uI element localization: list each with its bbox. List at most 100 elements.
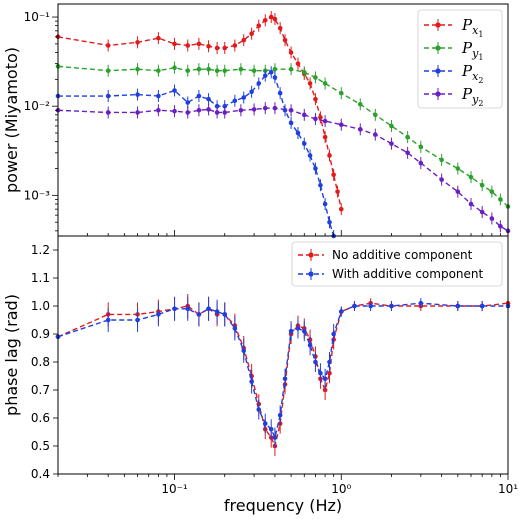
y-tick-label: 0.4 (31, 467, 50, 481)
data-point (272, 435, 278, 440)
data-point (301, 328, 307, 334)
data-point (277, 25, 283, 31)
top-ticks: 10⁻³ 10⁻² 10⁻¹ (24, 10, 509, 236)
y-tick-label: 1.1 (31, 271, 50, 285)
y-tick-label: 1.2 (31, 243, 50, 257)
data-point (322, 201, 328, 207)
data-point (368, 303, 373, 309)
data-point (214, 309, 220, 314)
y-tick-label: 0.7 (31, 383, 50, 397)
data-point (479, 209, 485, 215)
data-point (498, 197, 503, 202)
data-point (313, 166, 318, 171)
data-point (262, 17, 268, 23)
legend-marker (435, 91, 441, 97)
data-point (313, 75, 318, 80)
data-point (156, 312, 161, 317)
legend-label: Py2 (461, 85, 483, 108)
data-point (185, 100, 191, 105)
data-point (288, 50, 294, 55)
data-point (238, 66, 244, 72)
data-point (338, 90, 344, 96)
y-tick-label: 10⁻¹ (24, 10, 51, 24)
data-point (389, 303, 394, 309)
series-line (57, 302, 508, 440)
data-point (156, 107, 161, 113)
legend-entry: With additive component (298, 267, 484, 281)
data-point (335, 189, 340, 194)
legend-marker (435, 22, 441, 28)
series-p-x1 (55, 11, 344, 216)
data-point (185, 110, 191, 115)
data-point (156, 68, 161, 74)
data-point (373, 112, 378, 118)
data-point (105, 68, 111, 74)
data-point (327, 219, 332, 225)
data-point (105, 93, 111, 99)
data-point (295, 130, 301, 136)
data-point (232, 326, 238, 331)
legend-entry: Px1 (424, 16, 483, 39)
data-point (272, 75, 278, 80)
data-point (479, 182, 485, 188)
data-point (468, 174, 474, 180)
data-point (352, 303, 357, 309)
data-point (288, 66, 294, 72)
data-point (249, 31, 254, 37)
bottom-panel: 10⁻¹ 10⁰ 10¹ 0.4 0.5 0.6 0.7 0.8 0.9 1.0 1.1 1.2 ph… (2, 235, 518, 515)
data-point (327, 153, 332, 158)
data-point (196, 66, 202, 72)
data-point (301, 112, 307, 118)
data-point (301, 141, 307, 146)
legend-marker (435, 45, 441, 51)
data-point (256, 407, 262, 412)
data-point (307, 342, 313, 348)
data-point (105, 43, 111, 48)
data-point (214, 45, 220, 51)
top-y-axis-label: power (Miyamoto) (2, 47, 21, 193)
bottom-legend: No additive component With additive compo… (291, 241, 503, 287)
data-point (206, 96, 211, 102)
data-point (232, 43, 238, 48)
data-point (251, 107, 257, 112)
y-tick-label: 10⁻³ (24, 188, 51, 202)
data-point (318, 370, 323, 376)
data-point (288, 328, 294, 334)
legend-marker (308, 271, 314, 277)
data-point (322, 118, 328, 124)
data-point (196, 312, 202, 317)
data-point (206, 66, 211, 72)
bottom-ticks: 10⁻¹ 10⁰ 10¹ 0.4 0.5 0.6 0.7 0.8 0.9 1.0 1.1 1.2 (31, 243, 518, 496)
data-point (156, 35, 161, 41)
data-point (455, 166, 461, 171)
data-point (318, 115, 323, 120)
data-point (338, 122, 344, 127)
data-point (172, 108, 177, 114)
data-point (185, 306, 191, 312)
legend-marker (308, 252, 314, 258)
data-point (172, 65, 177, 71)
data-point (307, 81, 313, 86)
data-point (418, 144, 424, 150)
data-point (272, 66, 278, 72)
top-series-group (55, 11, 511, 239)
x-tick-label: 10⁰ (331, 482, 351, 496)
data-point (105, 110, 111, 115)
data-point (256, 81, 262, 86)
series-line (57, 107, 509, 232)
data-point (282, 376, 288, 382)
data-point (272, 105, 278, 111)
data-point (232, 98, 238, 104)
data-point (327, 370, 332, 376)
data-point (322, 387, 328, 393)
data-point (439, 157, 444, 163)
data-point (241, 37, 247, 43)
data-point (468, 201, 474, 207)
data-point (172, 306, 177, 312)
data-point (241, 348, 247, 354)
legend-entry: Py1 (424, 39, 483, 62)
legend-label: With additive component (332, 267, 484, 281)
data-point (288, 120, 294, 126)
